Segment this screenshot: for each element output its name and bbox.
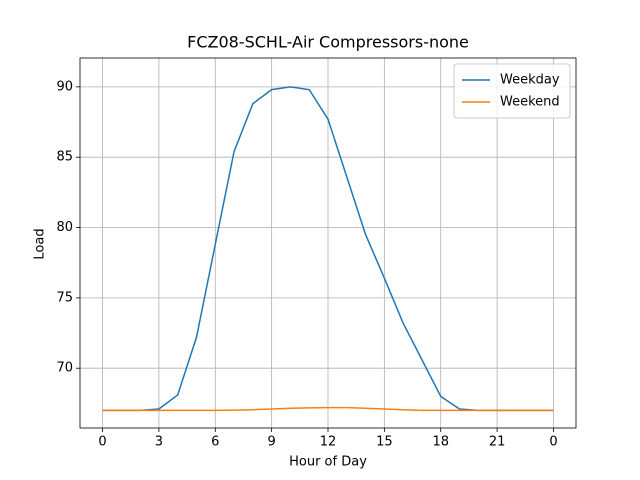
chart-title: FCZ08-SCHL-Air Compressors-none — [187, 33, 469, 52]
x-tick-label: 0 — [549, 435, 557, 450]
x-tick-label: 6 — [211, 435, 219, 450]
plot-frame — [79, 57, 577, 429]
x-tick-label: 21 — [489, 435, 506, 450]
x-tick-label: 12 — [320, 435, 337, 450]
y-tick-label: 70 — [56, 361, 73, 376]
y-tick-label: 80 — [56, 220, 73, 235]
x-tick-label: 0 — [98, 435, 106, 450]
x-axis-label: Hour of Day — [289, 455, 367, 470]
data-line — [102, 406, 554, 412]
x-tick-label: 18 — [432, 435, 449, 450]
x-tick-label: 15 — [376, 435, 393, 450]
x-tick-label: 9 — [267, 435, 275, 450]
y-tick-label: 75 — [56, 290, 73, 305]
y-tick-label: 85 — [56, 150, 73, 165]
legend-label: Weekend — [500, 95, 560, 110]
legend-label: Weekday — [500, 73, 560, 88]
legend-box — [453, 63, 571, 119]
y-tick-label: 90 — [56, 79, 73, 94]
x-tick-label: 3 — [155, 435, 163, 450]
y-axis-label: Load — [33, 228, 48, 259]
